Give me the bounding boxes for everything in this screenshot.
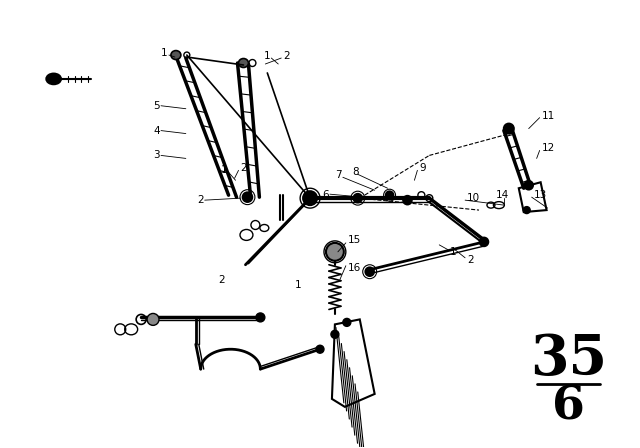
Ellipse shape bbox=[479, 237, 488, 246]
Ellipse shape bbox=[504, 124, 514, 134]
Polygon shape bbox=[332, 319, 374, 407]
Ellipse shape bbox=[47, 74, 61, 84]
Text: 2: 2 bbox=[196, 195, 204, 205]
Ellipse shape bbox=[524, 207, 530, 214]
Text: 11: 11 bbox=[541, 111, 555, 121]
Ellipse shape bbox=[243, 192, 252, 202]
Text: 2: 2 bbox=[284, 51, 290, 61]
Text: 8: 8 bbox=[352, 167, 358, 177]
Text: 6: 6 bbox=[322, 190, 328, 200]
Ellipse shape bbox=[326, 243, 344, 261]
Ellipse shape bbox=[239, 59, 248, 68]
Text: 14: 14 bbox=[496, 190, 509, 200]
Ellipse shape bbox=[331, 330, 339, 338]
Text: 13: 13 bbox=[534, 190, 547, 200]
Text: 2: 2 bbox=[241, 164, 247, 173]
Text: 5: 5 bbox=[153, 101, 159, 111]
Ellipse shape bbox=[147, 314, 159, 325]
Polygon shape bbox=[519, 182, 547, 212]
Ellipse shape bbox=[343, 319, 351, 326]
Text: 2: 2 bbox=[219, 275, 225, 284]
Ellipse shape bbox=[524, 181, 533, 190]
Ellipse shape bbox=[171, 51, 181, 60]
Text: 6: 6 bbox=[552, 384, 585, 430]
Text: 10: 10 bbox=[467, 193, 480, 203]
Text: 35: 35 bbox=[530, 332, 607, 387]
Text: 1: 1 bbox=[450, 247, 457, 257]
Ellipse shape bbox=[365, 267, 374, 276]
Ellipse shape bbox=[303, 191, 317, 205]
Text: 2: 2 bbox=[467, 255, 474, 265]
Ellipse shape bbox=[385, 191, 394, 199]
Text: 1: 1 bbox=[161, 48, 168, 58]
Text: 12: 12 bbox=[541, 143, 555, 154]
Ellipse shape bbox=[353, 194, 362, 202]
Text: 9: 9 bbox=[419, 164, 426, 173]
Text: 3: 3 bbox=[153, 151, 159, 160]
Ellipse shape bbox=[256, 313, 265, 322]
Text: 1: 1 bbox=[263, 51, 270, 61]
Text: 1: 1 bbox=[221, 165, 227, 175]
Text: 7: 7 bbox=[335, 170, 342, 180]
Ellipse shape bbox=[403, 196, 412, 205]
Text: 16: 16 bbox=[348, 263, 361, 273]
Text: 1: 1 bbox=[295, 280, 302, 289]
Text: 4: 4 bbox=[153, 125, 159, 136]
Text: 15: 15 bbox=[348, 235, 361, 245]
Ellipse shape bbox=[316, 345, 324, 353]
